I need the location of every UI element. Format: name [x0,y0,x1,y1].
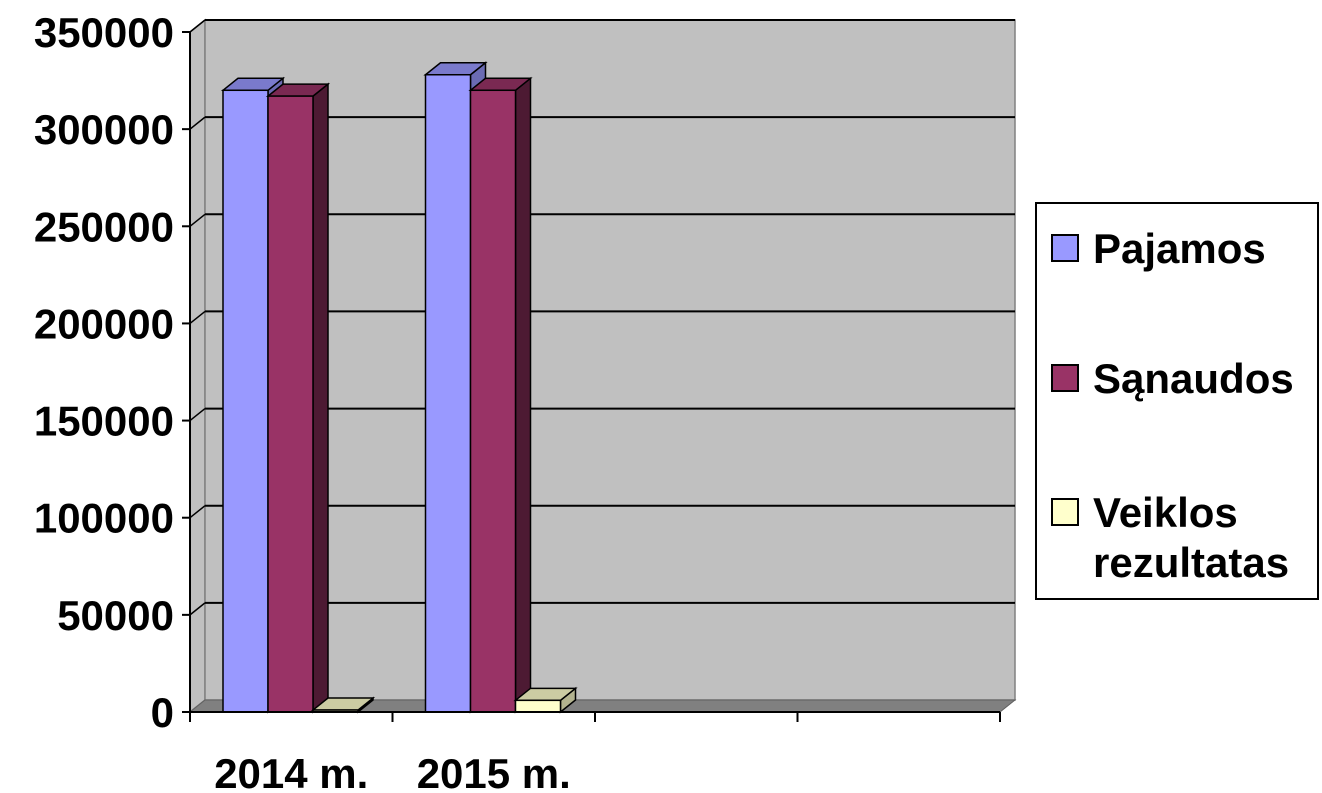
legend-label-pajamos: Pajamos [1093,225,1266,272]
gridline-side [189,602,206,616]
y-tick-label: 100000 [34,495,174,542]
y-tick-label: 300000 [34,106,174,153]
legend-item-sanaudos: Sąnaudos [1051,354,1313,404]
legend-item-pajamos: Pajamos [1051,224,1313,274]
legend-label-sanaudos: Sąnaudos [1093,355,1294,402]
bar-side-sąnaudos-0 [312,82,329,714]
bar-group [220,61,578,714]
bar-pajamos-0 [222,89,269,713]
axes: 0 50000 100000 150000 200000 250000 300000 3500… [34,9,1001,793]
x-tick-label: 2014 m. [214,750,368,793]
bar-veiklos-rezultatas-1 [514,699,562,713]
legend-swatch-pajamos [1051,234,1079,262]
legend-label-veiklos-rezultatas: Veiklos rezultatas [1093,489,1290,586]
gridline-side [189,310,206,325]
y-tick-label: 350000 [34,9,174,56]
legend: Pajamos Sąnaudos Veiklos rezultatas [1035,202,1319,600]
y-tick-label: 150000 [34,398,174,445]
y-tick-label: 250000 [34,203,174,250]
legend-item-veiklos-rezultatas: Veiklos rezultatas [1051,488,1313,588]
legend-swatch-veiklos-rezultatas [1051,498,1079,526]
gridline-side [189,505,206,519]
gridline-side [189,19,206,33]
y-tick-label: 50000 [57,592,174,639]
back-wall [204,19,1016,701]
gridline-side [189,116,206,130]
bar-pajamos-1 [424,73,472,713]
x-tick-label: 2015 m. [417,750,571,793]
gridline-side [189,213,206,227]
gridline-side [189,407,206,422]
bar-sąnaudos-1 [469,89,517,713]
legend-swatch-sanaudos [1051,364,1079,392]
y-tick-label: 0 [151,689,174,736]
bar-side-sąnaudos-1 [514,76,532,714]
bar-sąnaudos-0 [267,95,314,713]
y-tick-label: 200000 [34,300,174,347]
